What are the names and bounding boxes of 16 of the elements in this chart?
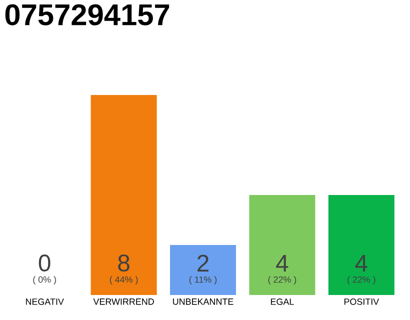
annotation: ( 22% ): [268, 276, 296, 284]
x-tick-label: VERWIRREND: [93, 298, 154, 305]
data-label: 2: [198, 254, 208, 272]
data-label: 4: [276, 255, 288, 272]
x-tick-label: UNBEKANNTE: [173, 298, 234, 305]
chart-title: 0757294157: [5, 4, 170, 26]
x-tick-label: EGAL: [270, 298, 294, 305]
data-label: 8: [118, 254, 130, 272]
data-label: 4: [355, 255, 368, 272]
annotation: ( 11% ): [189, 276, 217, 284]
x-tick-label: NEGATIV: [26, 298, 64, 305]
data-label: 0: [38, 254, 50, 272]
annotation: ( 44% ): [110, 276, 138, 284]
x-tick-label: POSITIV: [344, 298, 380, 305]
annotation: ( 0% ): [33, 276, 56, 284]
annotation: ( 22% ): [348, 276, 376, 284]
